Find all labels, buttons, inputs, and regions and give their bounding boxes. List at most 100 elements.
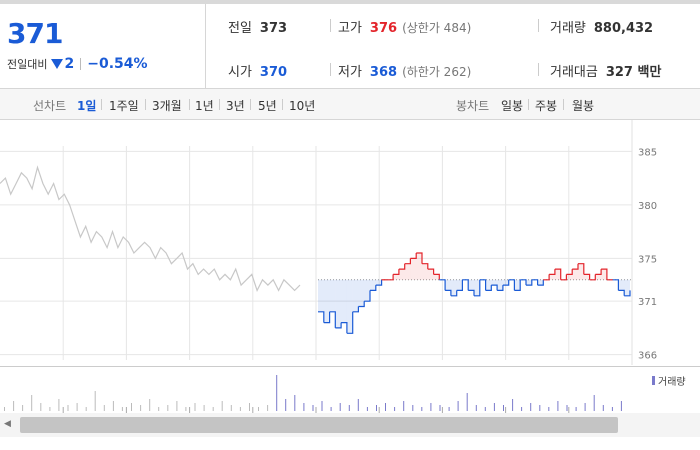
today-line-segment bbox=[520, 279, 527, 286]
today-line-segment bbox=[352, 306, 359, 313]
current-price: 371 bbox=[7, 17, 63, 50]
volume-bar bbox=[385, 403, 386, 411]
volume-bar bbox=[512, 399, 514, 411]
change-label: 전일대비 bbox=[7, 58, 48, 71]
volume-bar bbox=[430, 403, 432, 411]
today-line-segment bbox=[341, 322, 348, 334]
divider bbox=[330, 19, 331, 32]
y-tick-label: 385 bbox=[638, 147, 657, 158]
volume-bar bbox=[357, 399, 359, 411]
today-fill-segment bbox=[404, 258, 411, 280]
today-fill-segment bbox=[410, 253, 417, 280]
stat-high: 고가 376 (상한가 484) bbox=[338, 17, 471, 36]
stat-label: 저가 bbox=[338, 65, 362, 80]
today-fill-segment bbox=[526, 279, 532, 286]
volume-bar bbox=[457, 401, 459, 411]
today-line-segment bbox=[479, 279, 487, 291]
tab-5y[interactable]: 5년 bbox=[258, 99, 277, 113]
volume-bar bbox=[602, 405, 604, 411]
stat-label: 거래대금 bbox=[550, 65, 598, 80]
window-top-border bbox=[0, 0, 700, 4]
tab-1y[interactable]: 1년 bbox=[195, 99, 214, 113]
volume-bar bbox=[503, 405, 504, 411]
tab-3m[interactable]: 3개월 bbox=[152, 99, 182, 113]
today-fill-segment bbox=[462, 279, 469, 291]
volume-bar bbox=[267, 405, 269, 411]
volume-bar bbox=[22, 405, 24, 411]
volume-bar bbox=[230, 405, 232, 411]
stat-value: 373 bbox=[259, 21, 288, 36]
stat-prev-close: 전일 373 bbox=[228, 17, 287, 36]
today-fill-segment bbox=[398, 263, 405, 280]
volume-bar bbox=[194, 403, 196, 411]
volume-bar bbox=[448, 407, 450, 411]
today-line-segment bbox=[439, 279, 446, 291]
divider bbox=[219, 99, 220, 110]
volume-bar bbox=[394, 407, 396, 411]
stat-label: 거래량 bbox=[550, 21, 586, 36]
volume-bar bbox=[312, 405, 314, 411]
today-line-segment bbox=[618, 289, 625, 296]
today-line-segment bbox=[572, 263, 579, 270]
stat-value: 376 bbox=[369, 21, 398, 36]
volume-bar bbox=[620, 401, 622, 411]
volume-bar bbox=[140, 405, 142, 411]
today-fill-segment bbox=[560, 274, 567, 280]
today-line-segment bbox=[508, 279, 515, 291]
triangle-left-icon[interactable]: ◀ bbox=[4, 419, 11, 429]
stat-label: 고가 bbox=[338, 21, 362, 36]
y-tick-label: 380 bbox=[638, 201, 657, 212]
volume-bar bbox=[40, 403, 42, 411]
today-line-segment bbox=[624, 290, 631, 297]
volume-bar bbox=[530, 403, 532, 411]
today-line-segment bbox=[537, 279, 544, 286]
volume-bar bbox=[330, 407, 332, 411]
tab-1d[interactable]: 1일 bbox=[77, 99, 97, 113]
today-line-segment bbox=[514, 279, 521, 291]
tab-monthly-candle[interactable]: 월봉 bbox=[572, 99, 595, 113]
today-fill-segment bbox=[375, 279, 382, 286]
today-fill-segment bbox=[624, 279, 630, 296]
volume-bar bbox=[249, 403, 250, 411]
divider bbox=[330, 63, 331, 76]
today-fill-segment bbox=[514, 279, 521, 291]
volume-chart: 거래량 bbox=[0, 366, 700, 413]
volume-bar bbox=[121, 407, 123, 411]
today-fill-segment bbox=[318, 279, 324, 323]
today-line-segment bbox=[364, 290, 371, 302]
chart-scrollbar[interactable]: ◀ bbox=[0, 413, 700, 437]
tab-weekly-candle[interactable]: 주봉 bbox=[535, 99, 558, 113]
tab-10y[interactable]: 10년 bbox=[289, 99, 316, 113]
volume-chart-svg bbox=[4, 375, 622, 413]
volume-bar bbox=[212, 407, 214, 411]
volume-bar bbox=[557, 401, 559, 411]
today-line-segment bbox=[612, 279, 619, 291]
divider bbox=[101, 99, 102, 110]
tab-1w[interactable]: 1주일 bbox=[109, 99, 139, 113]
scrollbar-thumb[interactable] bbox=[20, 417, 618, 433]
today-fill-segment bbox=[450, 279, 457, 296]
stat-open: 시가 370 bbox=[228, 61, 287, 80]
stat-turnover: 거래대금 327 백만 bbox=[550, 61, 661, 80]
volume-bar bbox=[566, 405, 568, 411]
today-fill-segment bbox=[422, 263, 428, 280]
today-fill-segment bbox=[323, 279, 330, 323]
today-line-segment bbox=[346, 311, 354, 334]
today-fill-segment bbox=[352, 279, 359, 312]
volume-bar bbox=[303, 403, 305, 411]
volume-bar bbox=[611, 407, 613, 411]
change-percent: −0.54% bbox=[87, 56, 148, 72]
volume-bar bbox=[167, 405, 169, 411]
volume-bar bbox=[131, 403, 132, 411]
tab-3y[interactable]: 3년 bbox=[226, 99, 245, 113]
today-line-segment bbox=[526, 279, 533, 286]
price-chart: 366 371 375 380 385 bbox=[0, 120, 700, 365]
volume-bar bbox=[258, 407, 259, 411]
volume-bar bbox=[221, 401, 223, 411]
today-fill-segment bbox=[601, 269, 607, 280]
volume-bar bbox=[112, 401, 114, 411]
today-line-segment bbox=[583, 273, 591, 280]
today-line-segment bbox=[531, 279, 539, 286]
stat-value: 880,432 bbox=[593, 21, 654, 36]
tab-daily-candle[interactable]: 일봉 bbox=[501, 99, 524, 113]
